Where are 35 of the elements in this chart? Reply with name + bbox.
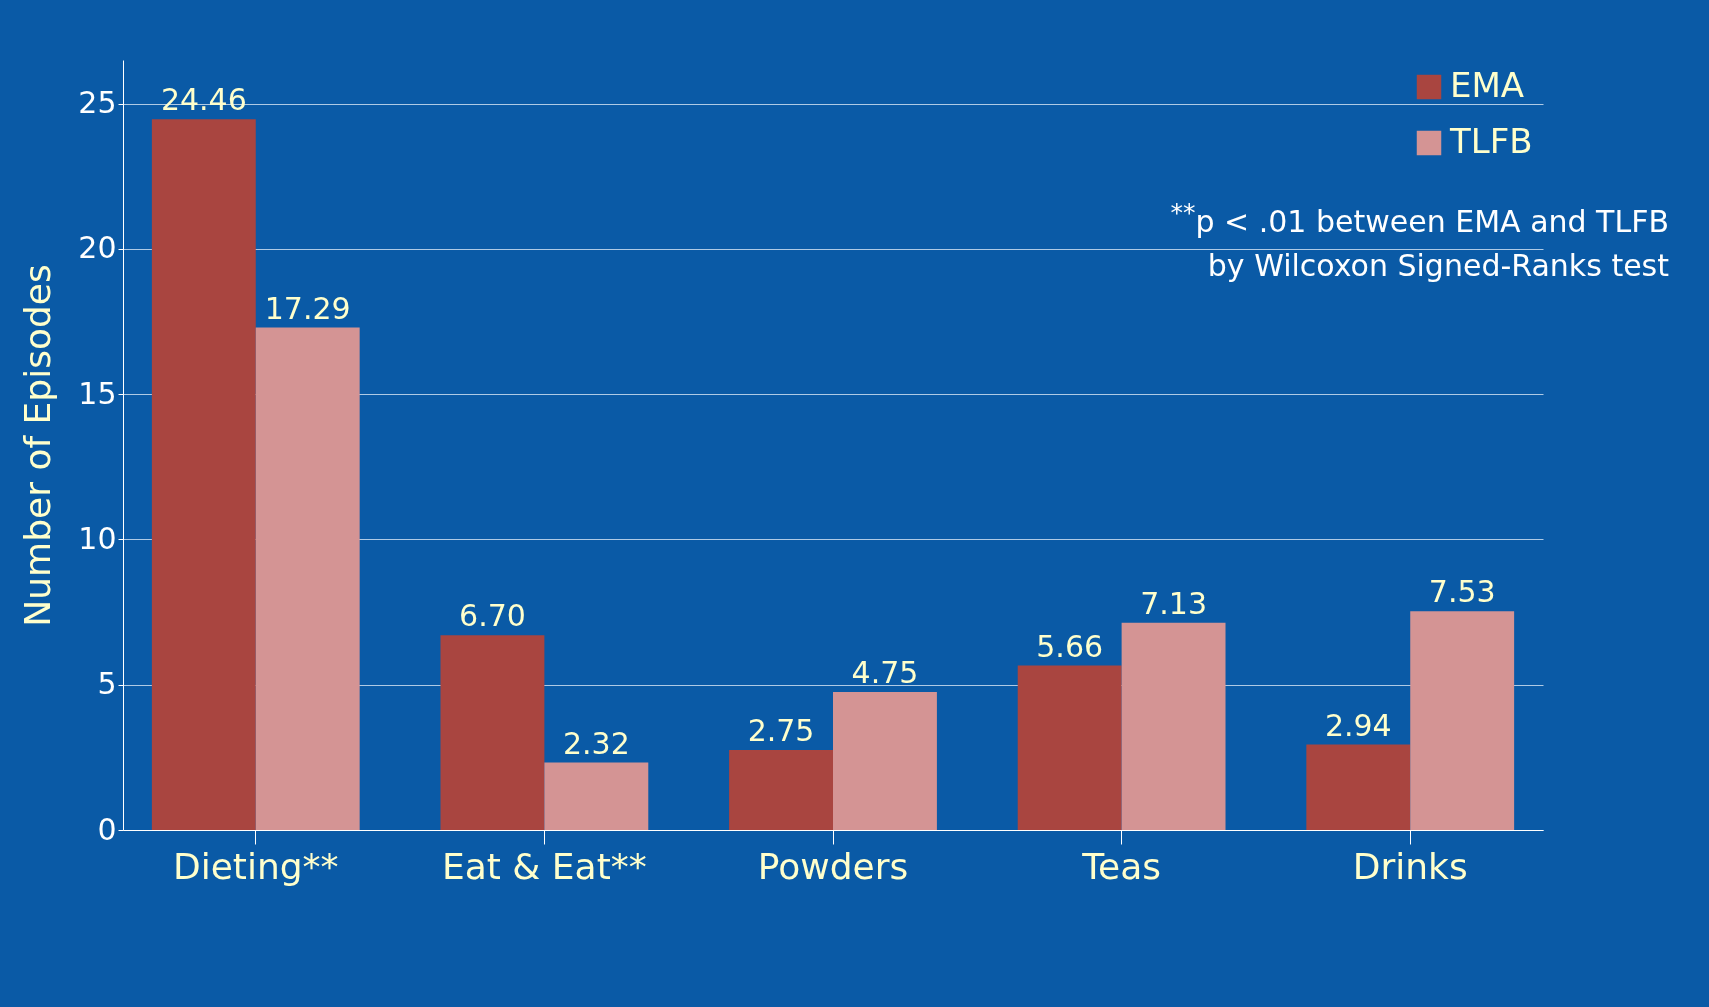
data-label: 7.53: [1428, 574, 1496, 610]
y-tick-label: 20: [78, 230, 117, 266]
x-tick-label: Drinks: [1352, 845, 1468, 887]
bar: [1017, 665, 1122, 830]
legend-label: TLFB: [1449, 121, 1533, 161]
data-label: 2.75: [747, 713, 815, 749]
bar: [833, 691, 937, 830]
data-label: 2.94: [1324, 707, 1392, 743]
bar: [1410, 611, 1515, 830]
y-tick-label: 10: [78, 520, 117, 556]
bar: [544, 762, 649, 830]
annotation: $^{**}$p < .01 between EMA and TLFB: [1170, 198, 1669, 239]
bar: [729, 750, 833, 830]
y-tick-label: 0: [97, 811, 117, 847]
x-tick-label: Dieting**: [172, 845, 339, 887]
data-label: 5.66: [1036, 628, 1104, 664]
y-tick-label: 15: [78, 375, 117, 411]
data-label: 2.32: [562, 725, 630, 761]
data-label: 17.29: [264, 290, 351, 326]
bar: [151, 119, 256, 830]
annotation: by Wilcoxon Signed-Ranks test: [1207, 247, 1669, 283]
x-tick-label: Eat & Eat**: [441, 845, 647, 887]
bar: [1121, 622, 1226, 830]
data-label: 4.75: [851, 654, 919, 690]
x-tick-label: Teas: [1081, 845, 1162, 887]
bar: [1306, 744, 1411, 830]
y-tick-label: 25: [78, 85, 117, 121]
y-tick-label: 5: [97, 666, 117, 702]
bar: [440, 635, 545, 830]
data-label: 6.70: [459, 598, 526, 634]
data-label: 7.13: [1140, 585, 1207, 621]
bar: [255, 327, 360, 830]
y-axis-title: Number of Episodes: [17, 264, 59, 627]
x-tick-label: Powders: [757, 845, 909, 887]
legend-label: EMA: [1450, 65, 1525, 105]
